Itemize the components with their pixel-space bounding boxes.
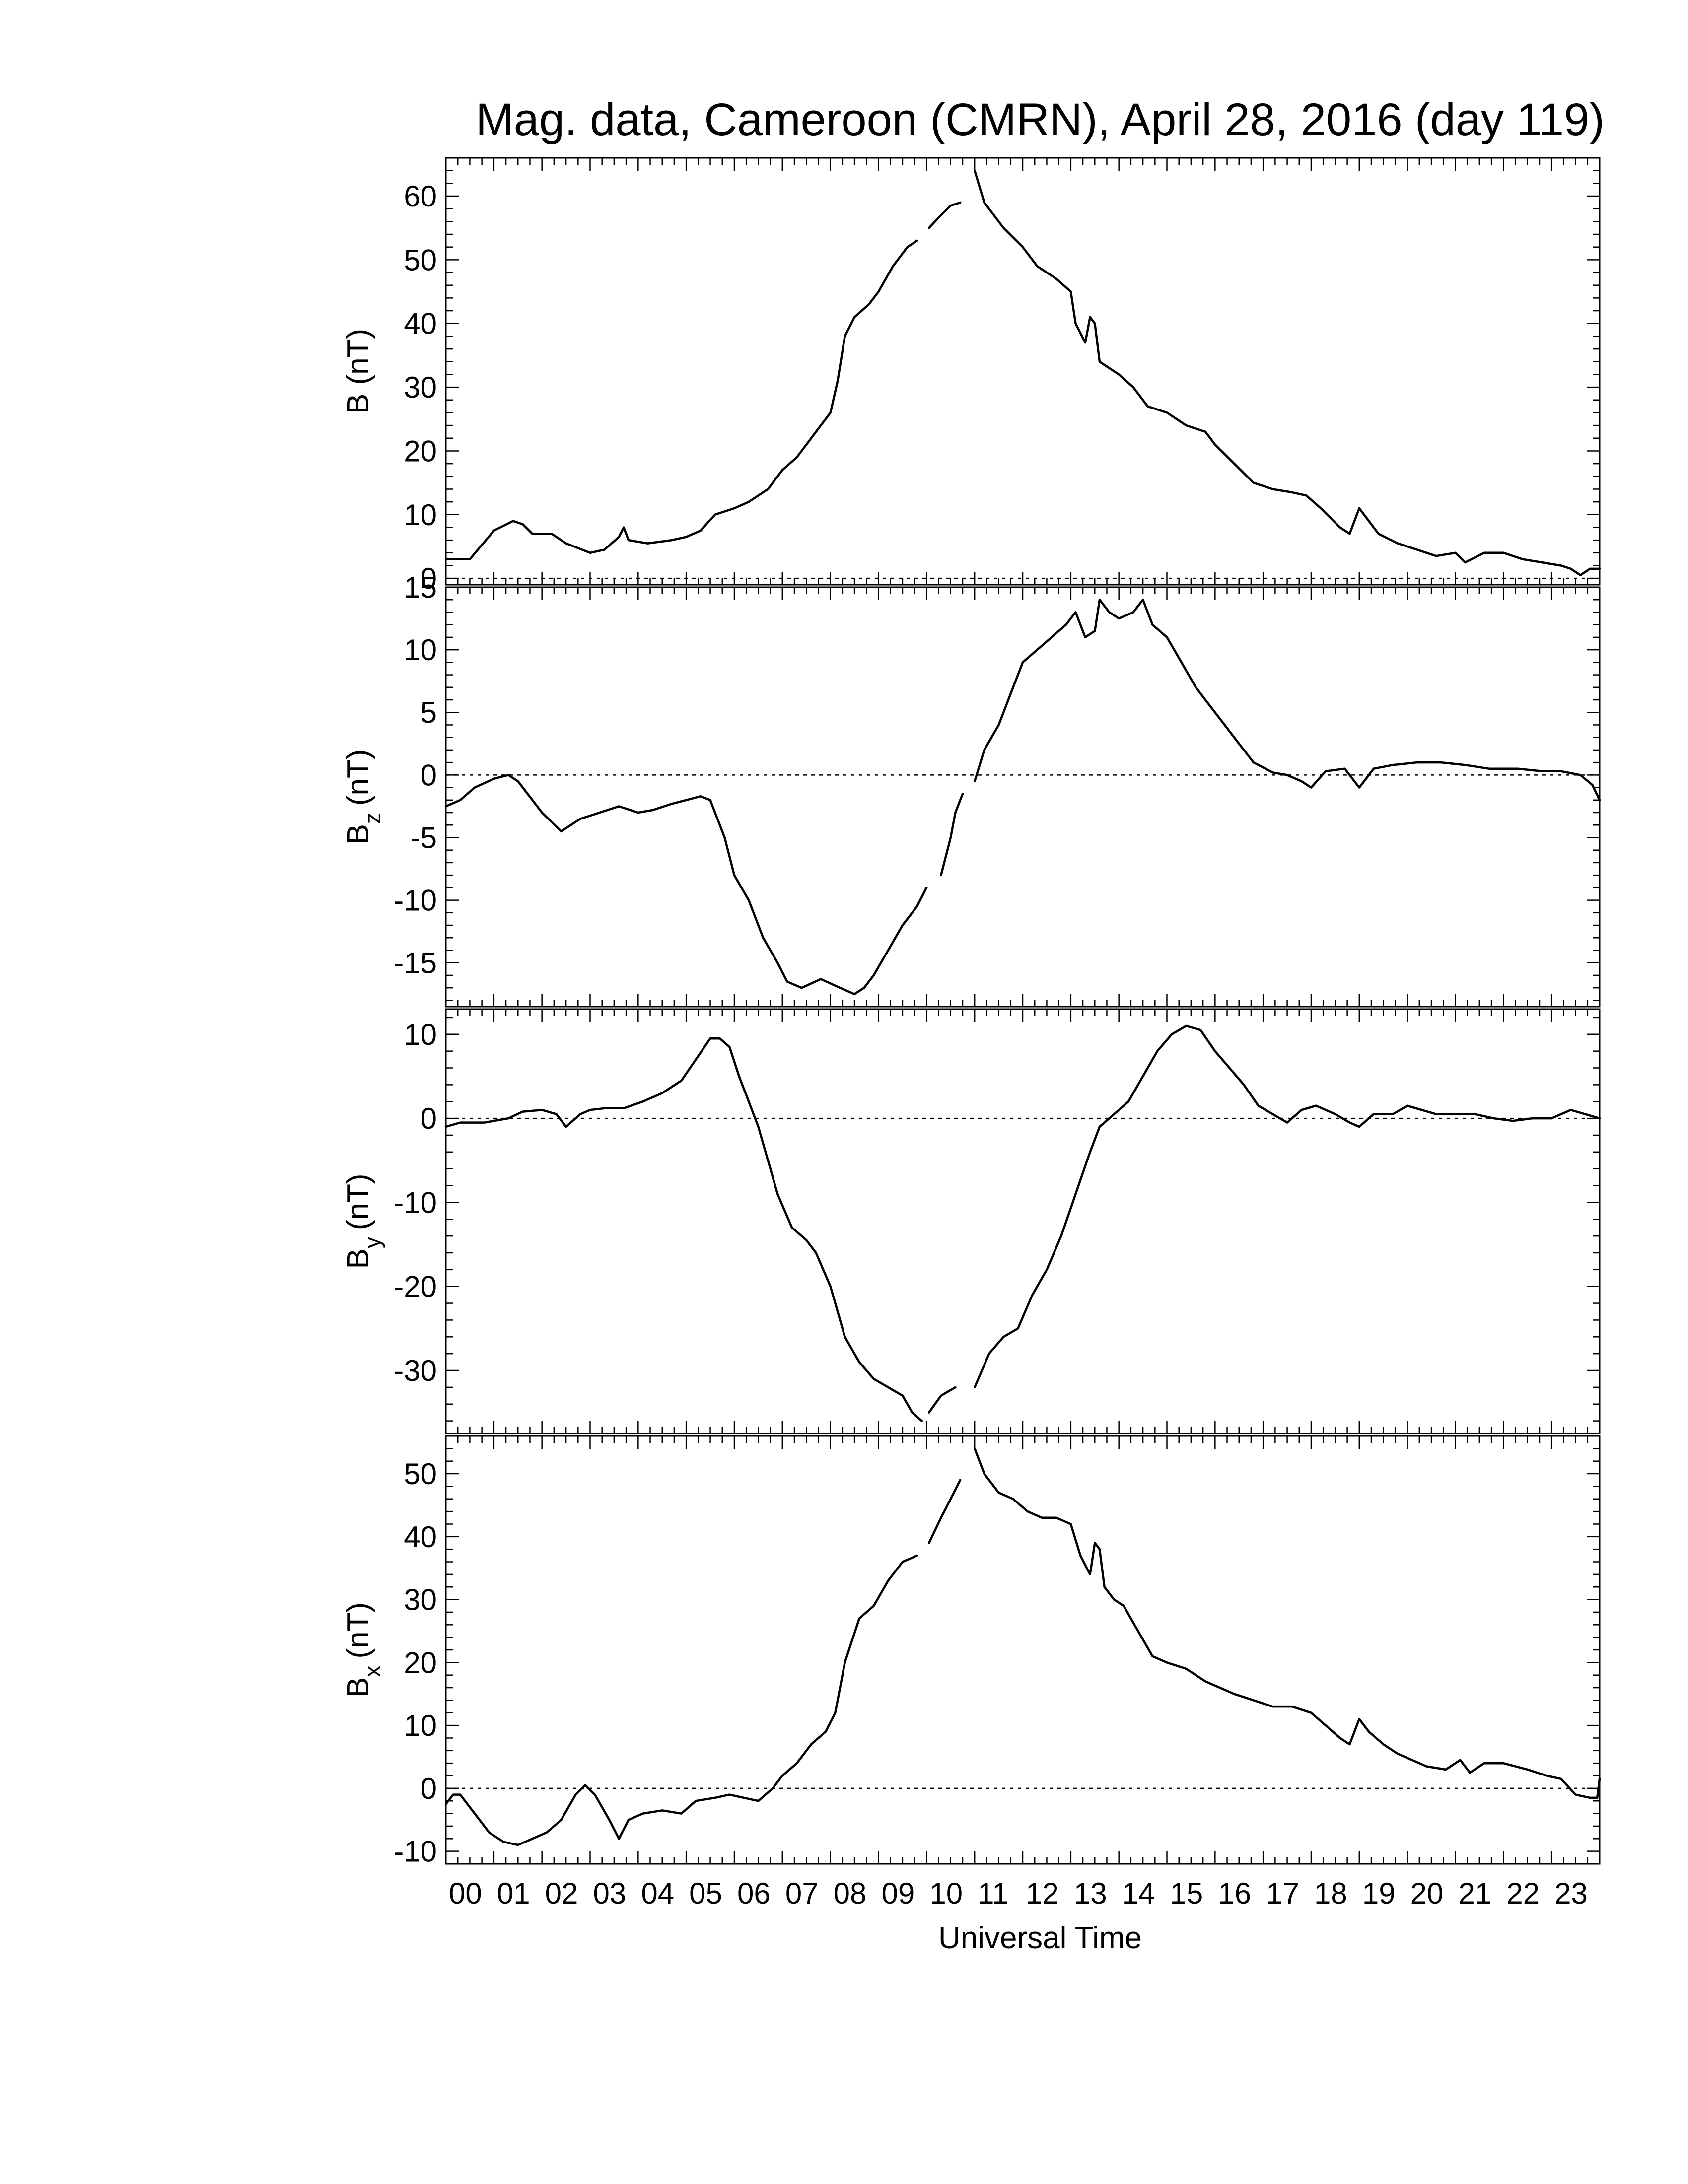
x-tick-label: 12 (1026, 1877, 1059, 1910)
series-line-b-segment-1 (444, 239, 918, 560)
x-tick-label: 14 (1122, 1877, 1155, 1910)
y-tick-label: 60 (404, 180, 437, 213)
x-tick-label: 13 (1074, 1877, 1107, 1910)
y-tick-label: 15 (404, 571, 437, 604)
x-tick-label: 16 (1218, 1877, 1251, 1910)
x-tick-label: 19 (1362, 1877, 1396, 1910)
chart-title: Mag. data, Cameroon (CMRN), April 28, 20… (476, 94, 1605, 145)
y-axis-label-unit: (nT) (341, 749, 375, 806)
series-line-bz-segment-2 (940, 792, 964, 877)
series-line-bx-segment-1 (444, 1554, 918, 1846)
x-tick-label: 08 (834, 1877, 867, 1910)
panel-frame (445, 157, 1601, 586)
x-tick-label: 00 (449, 1877, 482, 1910)
y-axis-label-main: B (341, 1677, 375, 1698)
x-tick-label: 20 (1410, 1877, 1444, 1910)
y-tick-label: 30 (404, 371, 437, 404)
series-line-bz-segment-3 (973, 598, 1601, 802)
panel-bx: -10 0 10 20 30 40 50 Bx (nT) (341, 1435, 1601, 1868)
x-tick-label: 01 (497, 1877, 530, 1910)
series-line-b-segment-2 (927, 201, 962, 229)
y-tick-label: 10 (404, 1018, 437, 1051)
y-axis-label-by: By (nT) (341, 1173, 385, 1269)
series-line-bz-segment-1 (444, 774, 928, 996)
series-line-bx-segment-2 (927, 1479, 962, 1544)
x-tick-label: 18 (1314, 1877, 1347, 1910)
series-line-by-segment-1 (444, 1037, 923, 1422)
y-tick-label: 50 (404, 243, 437, 276)
y-axis-label-unit: (nT) (341, 1602, 375, 1659)
y-tick-label: -10 (394, 1835, 437, 1868)
panel-b: 0 10 20 30 40 50 60 B (nT) (341, 157, 1601, 595)
y-axis-label-main: B (341, 1248, 375, 1269)
y-tick-label: 0 (421, 562, 437, 595)
y-tick-label: -10 (394, 884, 437, 917)
x-tick-label: 23 (1554, 1877, 1588, 1910)
x-tick-label: 02 (545, 1877, 578, 1910)
x-tick-label: 11 (978, 1877, 1008, 1910)
y-tick-label: -20 (394, 1270, 437, 1303)
y-tick-label: -5 (411, 821, 437, 854)
y-tick-label: 40 (404, 1520, 437, 1554)
x-tick-label: 06 (737, 1877, 771, 1910)
y-axis-label-subscript: z (359, 813, 385, 824)
y-axis-label-b: B (nT) (341, 329, 375, 414)
series-line-by-segment-2 (927, 1386, 957, 1414)
x-tick-label: 17 (1266, 1877, 1299, 1910)
y-tick-label: 50 (404, 1457, 437, 1491)
x-tick-label: 03 (593, 1877, 627, 1910)
x-axis-labels: 00 01 02 03 04 05 06 07 08 09 10 11 12 13 14 15 16 17 18 19… (449, 1877, 1588, 1910)
x-axis-title: Universal Time (938, 1921, 1142, 1955)
y-tick-label: -15 (394, 947, 437, 980)
x-tick-label: 09 (882, 1877, 915, 1910)
panel-frame (445, 1008, 1601, 1434)
panel-bz: -15 -10 -5 0 5 10 15 Bz (nT) (341, 571, 1601, 1008)
series-line-b-segment-3 (973, 169, 1601, 576)
x-tick-label: 22 (1506, 1877, 1540, 1910)
y-axis-label-bz: Bz (nT) (341, 749, 385, 844)
x-tick-label: 04 (641, 1877, 674, 1910)
x-tick-label: 21 (1459, 1877, 1492, 1910)
series-line-by-segment-3 (973, 1024, 1601, 1389)
panel-frame (445, 1435, 1601, 1865)
series-line-bx-segment-3 (973, 1447, 1601, 1799)
y-axis-label-bx: Bx (nT) (341, 1602, 385, 1698)
y-tick-label: 20 (404, 1646, 437, 1679)
y-axis-label-unit: (nT) (341, 1173, 375, 1230)
x-tick-label: 15 (1170, 1877, 1203, 1910)
y-tick-label: 10 (404, 1709, 437, 1742)
y-tick-label: 0 (421, 758, 437, 792)
y-tick-label: 20 (404, 434, 437, 468)
y-tick-label: 10 (404, 498, 437, 532)
y-tick-label: 0 (421, 1772, 437, 1805)
y-tick-label: -10 (394, 1186, 437, 1219)
y-tick-label: 40 (404, 307, 437, 341)
x-tick-label: 05 (689, 1877, 722, 1910)
x-tick-label: 10 (929, 1877, 963, 1910)
y-axis-label-main: B (341, 824, 375, 844)
x-tick-label: 07 (785, 1877, 819, 1910)
panel-frame (445, 586, 1601, 1008)
y-tick-label: 0 (421, 1102, 437, 1135)
y-tick-label: 30 (404, 1583, 437, 1617)
y-tick-label: -30 (394, 1354, 437, 1387)
y-tick-label: 5 (421, 696, 437, 729)
y-tick-label: 10 (404, 633, 437, 667)
y-axis-label-subscript: y (359, 1237, 385, 1248)
y-axis-label-subscript: x (359, 1666, 385, 1677)
panel-by: -30 -20 -10 0 10 By (nT) (341, 1008, 1601, 1434)
